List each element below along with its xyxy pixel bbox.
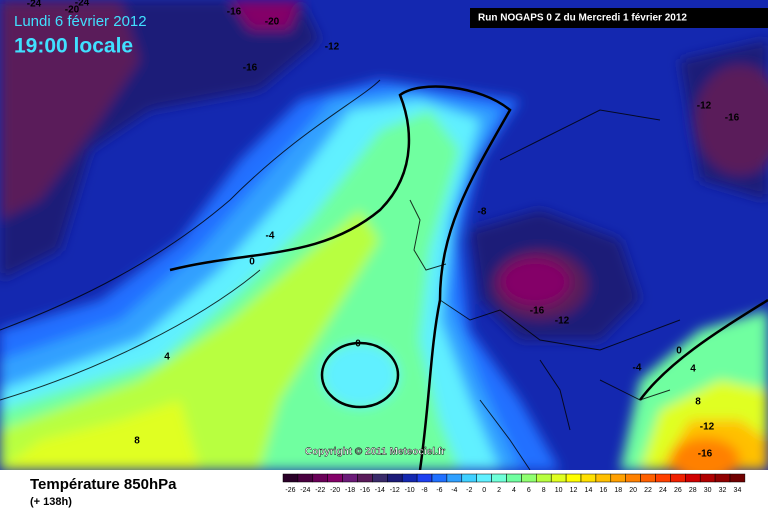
legend-label: 22 xyxy=(644,487,652,494)
contour-label: 0 xyxy=(676,346,682,357)
legend-label: 16 xyxy=(599,487,607,494)
legend-label: 34 xyxy=(734,487,742,494)
color-legend: -26 -24 -22 -20 -18 -16 -14 -12 -10 -8 -6 -4 -2 0 2 4 6 8… xyxy=(282,473,746,494)
legend-swatch xyxy=(655,473,671,483)
contour-label: -16 xyxy=(243,63,258,74)
legend-label: 28 xyxy=(689,487,697,494)
footer-title: Température 850hPa xyxy=(30,476,177,493)
legend-swatch xyxy=(401,473,418,483)
contour-label: -12 xyxy=(555,316,570,327)
run-label: Run NOGAPS 0 Z du Mercredi 1 février 201… xyxy=(478,13,687,24)
legend-swatch xyxy=(431,473,448,483)
legend-swatch xyxy=(446,473,463,483)
contour-label: -4 xyxy=(633,363,642,374)
contour-label: 0 xyxy=(355,339,361,350)
footer-lead: (+ 138h) xyxy=(30,496,72,508)
legend-label: 32 xyxy=(719,487,727,494)
legend-swatch xyxy=(416,473,433,483)
contour-label: -24 xyxy=(27,0,42,10)
legend-label: -18 xyxy=(345,487,355,494)
legend-swatch xyxy=(521,473,537,483)
legend-label: 4 xyxy=(512,487,516,494)
legend-swatch xyxy=(640,473,656,483)
contour-label: -20 xyxy=(265,17,280,28)
contour-label: -24 xyxy=(75,0,90,9)
contour-label: -12 xyxy=(697,101,712,112)
legend-label: 20 xyxy=(629,487,637,494)
legend-label: 2 xyxy=(497,487,501,494)
legend-swatch xyxy=(625,473,641,483)
legend-label: 14 xyxy=(585,487,593,494)
legend-swatch xyxy=(610,473,626,483)
legend-label: -22 xyxy=(315,487,325,494)
legend-swatch xyxy=(565,473,582,483)
legend-swatch xyxy=(729,473,746,483)
contour-label: -4 xyxy=(266,231,275,242)
legend-label: 30 xyxy=(704,487,712,494)
legend-swatch xyxy=(491,473,507,483)
legend-swatch xyxy=(714,473,731,483)
legend-label: -26 xyxy=(285,487,295,494)
legend-label: -4 xyxy=(451,487,457,494)
legend-swatch xyxy=(685,473,701,483)
legend-swatch xyxy=(476,473,492,483)
legend-swatch xyxy=(550,473,567,483)
contour-label: 8 xyxy=(134,436,140,447)
legend-swatch xyxy=(670,473,686,483)
legend-label: 12 xyxy=(570,487,578,494)
contour-label: 4 xyxy=(164,352,170,363)
legend-swatch xyxy=(387,473,403,483)
run-banner xyxy=(470,8,768,28)
legend-label: 26 xyxy=(674,487,682,494)
date-label: Lundi 6 février 2012 xyxy=(14,13,147,30)
legend-label: -8 xyxy=(421,487,427,494)
legend-swatch xyxy=(297,473,314,483)
time-label: 19:00 locale xyxy=(14,35,133,58)
legend-swatch xyxy=(327,473,343,483)
legend-swatch xyxy=(312,473,328,483)
legend-label: -14 xyxy=(375,487,385,494)
legend-swatch xyxy=(595,473,612,483)
legend-label: -2 xyxy=(466,487,472,494)
copyright: Copyright © 2011 Meteociel.fr xyxy=(305,447,445,458)
legend-label: -24 xyxy=(300,487,310,494)
legend-swatch xyxy=(536,473,552,483)
map: -24-20-24-16-20-12-16-12-16-8-40480-16-1… xyxy=(0,0,768,482)
legend-swatch xyxy=(372,473,388,483)
legend-swatch xyxy=(580,473,597,483)
legend-label: -10 xyxy=(405,487,415,494)
contour-label: -16 xyxy=(698,449,713,460)
contour-label: 4 xyxy=(690,364,696,375)
legend-swatch xyxy=(282,473,299,483)
legend-label: 0 xyxy=(482,487,486,494)
legend-label: -20 xyxy=(330,487,340,494)
legend-swatch xyxy=(506,473,522,483)
legend-label: 24 xyxy=(659,487,667,494)
contour-label: -16 xyxy=(725,113,740,124)
contour-label: -16 xyxy=(227,7,242,18)
contour-label: -8 xyxy=(478,207,487,218)
legend-label: 10 xyxy=(555,487,563,494)
legend-label: 18 xyxy=(614,487,622,494)
legend-swatch xyxy=(699,473,716,483)
contour-label: -20 xyxy=(65,5,80,16)
contour-label: -12 xyxy=(325,42,340,53)
legend-label: -6 xyxy=(436,487,442,494)
legend-label: 8 xyxy=(542,487,546,494)
legend-label: -16 xyxy=(360,487,370,494)
legend-swatch xyxy=(357,473,373,483)
contour-label: 8 xyxy=(695,397,701,408)
legend-label: 6 xyxy=(527,487,531,494)
contour-label: -12 xyxy=(700,422,715,433)
contour-label: 0 xyxy=(249,257,255,268)
legend-swatch xyxy=(461,473,477,483)
legend-label: -12 xyxy=(390,487,400,494)
legend-swatch xyxy=(342,473,358,483)
contour-label: -16 xyxy=(530,306,545,317)
